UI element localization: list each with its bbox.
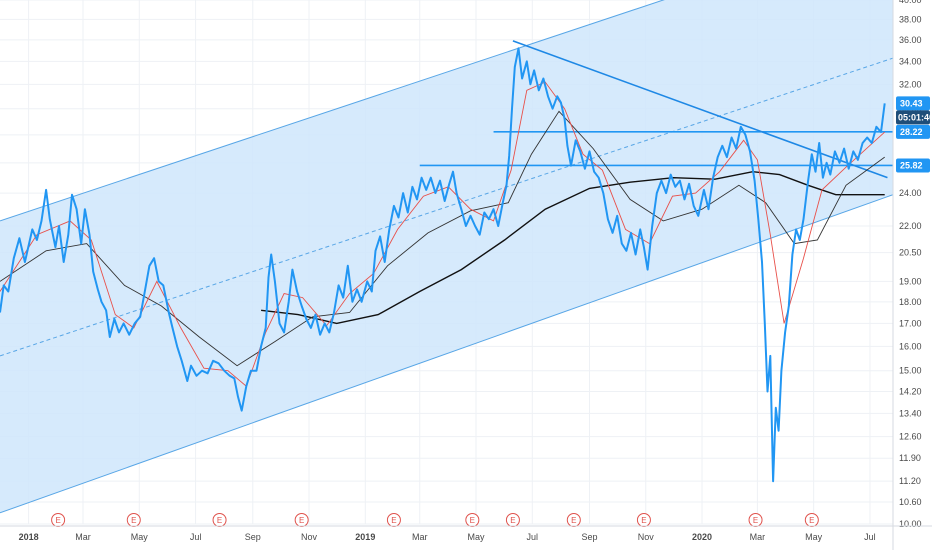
y-tick-label: 12.60: [899, 432, 922, 442]
x-tick-label: Mar: [750, 532, 766, 542]
x-tick-label: 2020: [692, 532, 712, 542]
earnings-marker-label: E: [510, 516, 515, 525]
y-tick-label: 19.00: [899, 276, 922, 286]
countdown-tag: 05:01:40: [898, 112, 932, 122]
earnings-marker-label: E: [470, 516, 475, 525]
earnings-marker-label: E: [217, 516, 222, 525]
channel-upper-line[interactable]: [0, 0, 893, 222]
y-tick-label: 40.00: [899, 0, 922, 5]
level-price-tag-bg: [896, 158, 930, 173]
x-tick-label: Sep: [245, 532, 261, 542]
y-tick-label: 13.40: [899, 408, 922, 418]
y-tick-label: 10.00: [899, 519, 922, 529]
last-price-tag-bg: [896, 96, 930, 111]
y-tick-label: 11.20: [899, 476, 921, 486]
y-tick-label: 20.50: [899, 248, 922, 258]
y-tick-label: 32.00: [899, 79, 922, 89]
channel-fill: [0, 0, 893, 513]
price-line[interactable]: [0, 47, 886, 483]
earnings-marker-label: E: [55, 516, 60, 525]
x-tick-label: Mar: [412, 532, 428, 542]
earnings-marker-label: E: [391, 516, 396, 525]
y-tick-label: 16.00: [899, 341, 922, 351]
x-tick-label: Sep: [581, 532, 597, 542]
x-tick-label: 2018: [19, 532, 39, 542]
earnings-marker-label: E: [131, 516, 136, 525]
y-tick-label: 38.00: [899, 14, 922, 24]
last-price-tag: 30.43: [900, 98, 923, 108]
price-tags: 30.43 05:01:40 28.22 25.82: [896, 96, 932, 173]
level-price-tag-bg: [896, 124, 930, 139]
x-tick-label: Jul: [527, 532, 539, 542]
y-tick-label: 17.00: [899, 318, 922, 328]
countdown-tag-bg: [896, 110, 930, 125]
x-tick-label: 2019: [355, 532, 375, 542]
descending-trend-line[interactable]: [512, 40, 888, 179]
x-tick-label: Mar: [75, 532, 91, 542]
y-tick-label: 11.90: [899, 453, 921, 463]
level-price-tag: 28.22: [900, 127, 923, 137]
plot-area[interactable]: [0, 0, 893, 514]
earnings-marker-label: E: [809, 516, 814, 525]
x-tick-label: May: [805, 532, 823, 542]
y-tick-label: 34.00: [899, 56, 922, 66]
x-tick-label: May: [468, 532, 486, 542]
earnings-marker-label: E: [299, 516, 304, 525]
channel-midline[interactable]: [0, 57, 893, 357]
channel-lower-line[interactable]: [0, 194, 893, 514]
y-tick-label: 14.20: [899, 386, 922, 396]
y-tick-label: 36.00: [899, 35, 922, 45]
x-tick-label: Nov: [301, 532, 318, 542]
x-tick-label: Jul: [190, 532, 202, 542]
earnings-marker-label: E: [753, 516, 758, 525]
y-tick-label: 10.60: [899, 497, 922, 507]
y-tick-label: 15.00: [899, 366, 922, 376]
y-tick-label: 18.00: [899, 297, 922, 307]
earnings-marker-label: E: [571, 516, 576, 525]
y-tick-label: 24.00: [899, 188, 922, 198]
x-tick-label: Nov: [638, 532, 655, 542]
level-price-tag: 25.82: [900, 160, 923, 170]
x-tick-label: May: [131, 532, 149, 542]
moving-average-slow: [261, 170, 885, 325]
earnings-marker-label: E: [641, 516, 646, 525]
x-tick-label: Jul: [864, 532, 876, 542]
y-tick-label: 22.00: [899, 221, 922, 231]
